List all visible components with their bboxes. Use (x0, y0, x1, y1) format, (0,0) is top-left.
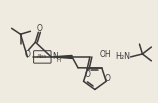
Text: OH: OH (100, 50, 111, 59)
Polygon shape (51, 55, 72, 58)
Text: H: H (56, 58, 60, 63)
Text: O: O (36, 24, 42, 33)
FancyBboxPatch shape (34, 51, 51, 63)
Text: H₂N: H₂N (115, 52, 130, 61)
Text: Abs: Abs (37, 54, 47, 59)
Text: N: N (52, 52, 58, 61)
Text: O: O (24, 50, 30, 59)
Text: O: O (104, 74, 110, 83)
Text: O: O (85, 70, 91, 79)
